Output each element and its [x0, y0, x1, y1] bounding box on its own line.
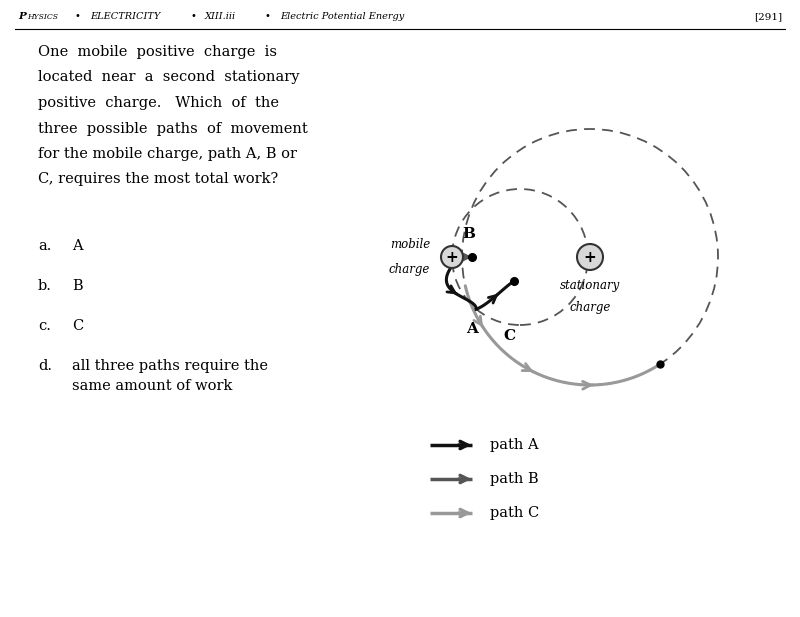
Text: for the mobile charge, path A, B or: for the mobile charge, path A, B or	[38, 147, 297, 161]
Text: C: C	[72, 319, 83, 333]
Text: located  near  a  second  stationary: located near a second stationary	[38, 70, 299, 85]
Text: P: P	[18, 12, 26, 21]
Text: +: +	[584, 249, 596, 265]
Text: B: B	[72, 279, 82, 293]
Text: d.: d.	[38, 359, 52, 373]
Text: ELECTRICITY: ELECTRICITY	[90, 12, 160, 21]
Text: XIII.iii: XIII.iii	[205, 12, 236, 21]
Text: path B: path B	[490, 472, 538, 486]
Text: all three paths require the
same amount of work: all three paths require the same amount …	[72, 359, 268, 392]
Text: C, requires the most total work?: C, requires the most total work?	[38, 173, 278, 186]
Text: stationary: stationary	[560, 279, 620, 292]
Text: c.: c.	[38, 319, 51, 333]
Text: •: •	[265, 11, 271, 21]
Text: Electric Potential Energy: Electric Potential Energy	[280, 12, 404, 21]
Text: charge: charge	[570, 301, 610, 314]
Text: One  mobile  positive  charge  is: One mobile positive charge is	[38, 45, 277, 59]
Text: a.: a.	[38, 239, 51, 253]
Text: charge: charge	[389, 263, 430, 276]
Text: three  possible  paths  of  movement: three possible paths of movement	[38, 122, 308, 136]
Text: •: •	[190, 11, 196, 21]
Text: A: A	[72, 239, 82, 253]
Text: path A: path A	[490, 438, 538, 452]
Circle shape	[441, 246, 463, 268]
Text: mobile: mobile	[390, 238, 430, 251]
Text: C: C	[504, 329, 516, 343]
Text: path C: path C	[490, 506, 539, 520]
Text: [291]: [291]	[754, 12, 782, 21]
Circle shape	[577, 244, 603, 270]
Text: positive  charge.   Which  of  the: positive charge. Which of the	[38, 96, 279, 110]
Text: A: A	[466, 322, 478, 336]
Text: B: B	[462, 227, 475, 241]
Text: b.: b.	[38, 279, 52, 293]
Text: +: +	[446, 249, 458, 265]
Text: •: •	[75, 11, 81, 21]
Text: HYSICS: HYSICS	[27, 13, 58, 21]
